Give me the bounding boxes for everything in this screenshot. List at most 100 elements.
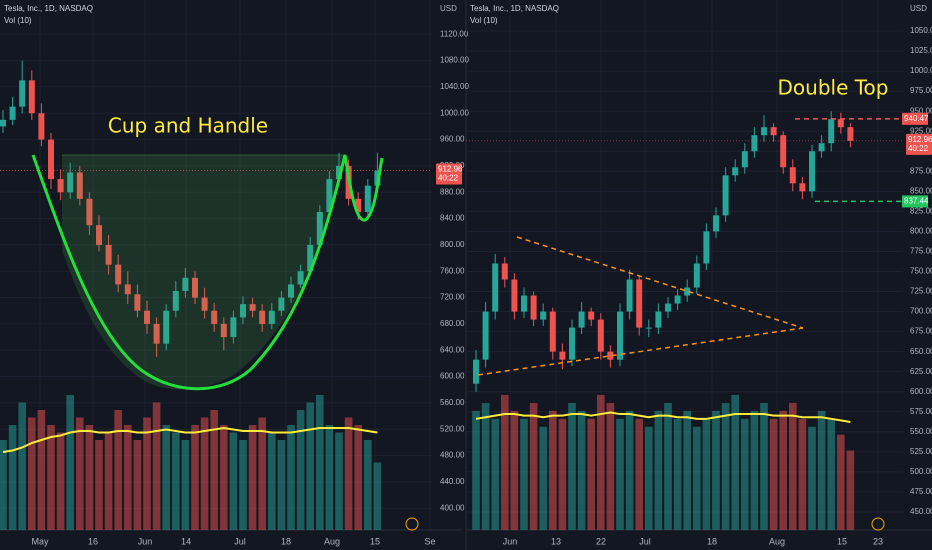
volume-bar — [798, 418, 807, 530]
y-tick-label: 950.00 — [910, 106, 932, 115]
candle-body — [9, 106, 16, 120]
candle-body — [288, 284, 294, 298]
x-tick-label: May — [31, 536, 49, 546]
candle-body — [617, 311, 623, 360]
y-tick-label: 825.00 — [910, 206, 932, 215]
x-tick-label: 13 — [551, 536, 561, 546]
volume-bar — [277, 440, 286, 530]
volume-bar — [133, 440, 142, 530]
pattern-title: Cup and Handle — [108, 114, 268, 138]
volume-bar — [373, 462, 382, 530]
candle-body — [355, 198, 362, 212]
candle-body — [818, 143, 825, 152]
volume-bar — [364, 440, 372, 530]
volume-bar — [750, 410, 759, 530]
candle-body — [86, 198, 93, 226]
triangle-lower — [477, 327, 804, 376]
candle-body — [722, 175, 729, 216]
x-tick-label: 16 — [88, 536, 98, 546]
x-tick-label: 22 — [596, 536, 606, 546]
volume-bar — [85, 425, 94, 530]
y-tick-label: 1080.00 — [440, 56, 469, 65]
y-tick-label: 1000.00 — [440, 108, 469, 117]
volume-bar — [8, 425, 17, 530]
volume-bar — [625, 410, 634, 530]
candle-body — [192, 277, 198, 298]
candle-body — [713, 215, 719, 232]
candle-body — [38, 113, 45, 140]
header: Tesla, Inc., 1D, NASDAQ — [4, 4, 93, 13]
volume-bar — [846, 450, 855, 530]
candle-body — [57, 179, 64, 193]
y-tick-label: 440.00 — [440, 477, 465, 486]
y-tick-label: 1000.00 — [910, 66, 932, 75]
candle-body — [569, 327, 575, 360]
volume-bar — [654, 410, 663, 530]
volume-bar — [210, 410, 218, 530]
candle-body — [674, 295, 681, 304]
candle-body — [780, 135, 787, 168]
candle-body — [240, 304, 246, 318]
volume-bar — [191, 425, 199, 530]
chart-panel: 400.00 440.00 480.00 520.00 560.00 600.00 640.… — [0, 0, 469, 546]
candle-body — [201, 297, 208, 311]
candle-body — [316, 212, 323, 245]
currency: USD — [910, 4, 927, 13]
candle-body — [789, 167, 796, 184]
x-tick-label: Aug — [324, 536, 340, 546]
volume-bar — [258, 417, 266, 530]
candle-body — [230, 317, 237, 338]
candle-body — [144, 310, 150, 324]
y-tick-label: 650.00 — [910, 347, 932, 356]
y-tick-label: 500.00 — [910, 467, 932, 476]
candle-body — [326, 179, 333, 212]
header: Tesla, Inc., 1D, NASDAQ — [470, 4, 559, 13]
candle-body — [761, 127, 767, 136]
volume-bar — [76, 417, 84, 530]
candle-body — [530, 295, 537, 320]
volume-bar — [306, 402, 314, 530]
volume-bar — [510, 410, 519, 530]
volume-bar — [587, 418, 595, 530]
volume-bar — [66, 395, 74, 530]
y-tick-label: 675.00 — [910, 327, 932, 336]
countdown-label: 40:22 — [908, 144, 929, 153]
candle-body — [607, 351, 614, 360]
x-tick-label: 18 — [707, 536, 717, 546]
x-tick-label: 23 — [873, 536, 883, 546]
volume-bar — [635, 418, 643, 530]
volume-bar — [172, 432, 180, 530]
candle-body — [645, 327, 652, 329]
volume-bar — [721, 402, 730, 530]
level-box — [902, 112, 928, 125]
x-tick-label: Jun — [503, 536, 518, 546]
y-tick-label: 600.00 — [440, 372, 465, 381]
volume-bar — [124, 425, 132, 530]
y-tick-label: 800.00 — [440, 240, 465, 249]
volume-bar — [472, 410, 480, 530]
y-tick-label: 720.00 — [440, 293, 465, 302]
volume-bar — [664, 402, 672, 530]
volume-bar — [143, 417, 151, 530]
candle-body — [249, 304, 256, 311]
volume-bar — [491, 418, 499, 530]
volume-bar — [789, 402, 797, 530]
candle-body — [336, 165, 342, 180]
candle-body — [770, 127, 777, 136]
volume-bar — [760, 402, 768, 530]
candle-body — [837, 119, 844, 128]
y-tick-label: 775.00 — [910, 247, 932, 256]
y-tick-label: 750.00 — [910, 267, 932, 276]
volume-ma — [2, 426, 378, 453]
volume-bar — [0, 440, 7, 530]
y-tick-label: 875.00 — [910, 166, 932, 175]
volume-bar — [248, 425, 257, 530]
currency-icon — [405, 517, 419, 531]
currency: USD — [440, 4, 457, 13]
volume-bar — [529, 402, 538, 530]
triangle-drawing — [477, 236, 804, 376]
volume-bar — [741, 418, 749, 530]
volume-bar — [152, 402, 161, 530]
candle-body — [115, 264, 122, 285]
candle-body — [540, 311, 547, 320]
